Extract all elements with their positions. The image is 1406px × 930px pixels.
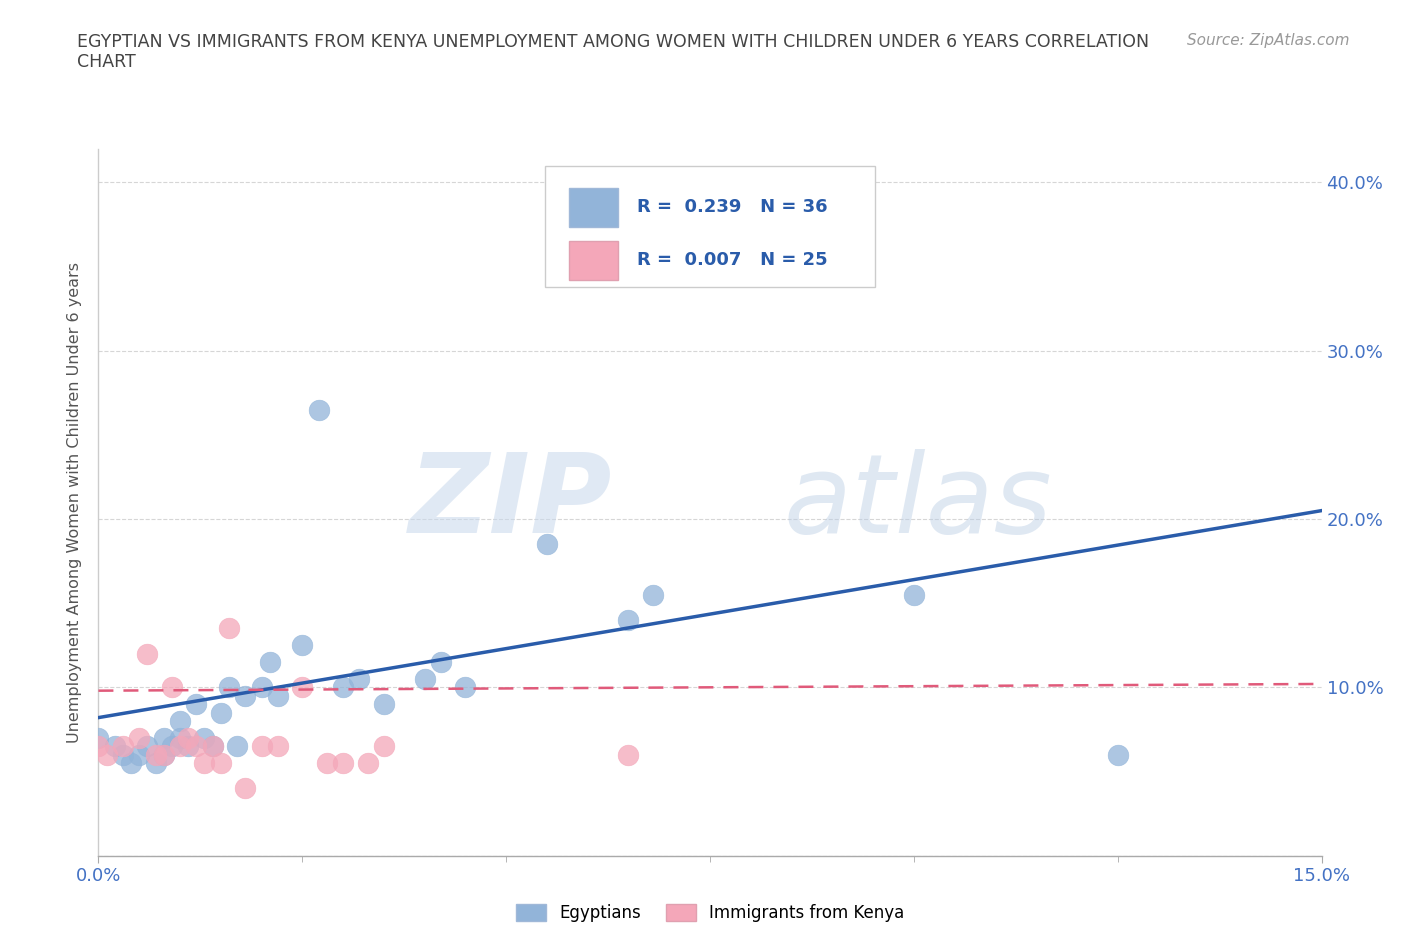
Point (218, 680, 240, 695)
Point (209, 755, 232, 770)
Point (356, 755, 378, 770)
Legend: Egyptians, Immigrants from Kenya: Egyptians, Immigrants from Kenya (509, 897, 911, 928)
Point (209, 705, 232, 720)
Point (120, 755, 142, 770)
Text: ZIP: ZIP (409, 448, 612, 556)
Point (111, 738, 134, 753)
Point (332, 680, 354, 695)
Point (454, 680, 477, 695)
Point (87, 730, 110, 745)
Bar (569, 188, 619, 227)
Point (699, 200, 721, 215)
Point (641, 588, 664, 603)
Point (160, 680, 183, 695)
Point (617, 613, 640, 628)
Point (186, 738, 208, 753)
Point (193, 730, 215, 745)
Point (291, 638, 314, 653)
Point (152, 747, 174, 762)
Point (152, 730, 174, 745)
Point (349, 671, 371, 686)
Point (87, 738, 110, 753)
Point (136, 646, 159, 661)
Point (233, 781, 256, 796)
Point (903, 588, 925, 603)
Point (259, 655, 281, 670)
Point (430, 655, 453, 670)
Point (315, 755, 337, 770)
Point (226, 738, 249, 753)
Point (169, 730, 191, 745)
Point (128, 730, 150, 745)
Point (104, 738, 127, 753)
Point (308, 402, 330, 417)
Y-axis label: Unemployment Among Women with Children Under 6 years: Unemployment Among Women with Children U… (67, 261, 83, 743)
FancyBboxPatch shape (546, 166, 875, 286)
Point (177, 738, 200, 753)
Point (1107, 747, 1129, 762)
Point (267, 738, 290, 753)
Point (160, 738, 183, 753)
Point (201, 738, 224, 753)
Point (136, 738, 159, 753)
Point (218, 621, 240, 636)
Point (617, 747, 640, 762)
Text: Source: ZipAtlas.com: Source: ZipAtlas.com (1187, 33, 1350, 47)
Bar (569, 241, 619, 280)
Point (177, 730, 200, 745)
Text: R =  0.007   N = 25: R = 0.007 N = 25 (637, 251, 827, 269)
Point (332, 755, 354, 770)
Point (96, 747, 118, 762)
Point (373, 697, 395, 711)
Point (193, 755, 215, 770)
Point (291, 680, 314, 695)
Point (373, 738, 395, 753)
Point (201, 738, 224, 753)
Point (169, 713, 191, 728)
Point (145, 747, 167, 762)
Text: R =  0.239   N = 36: R = 0.239 N = 36 (637, 198, 827, 216)
Point (250, 680, 273, 695)
Point (267, 688, 290, 703)
Point (169, 738, 191, 753)
Text: atlas: atlas (783, 448, 1052, 556)
Point (145, 755, 167, 770)
Text: EGYPTIAN VS IMMIGRANTS FROM KENYA UNEMPLOYMENT AMONG WOMEN WITH CHILDREN UNDER 6: EGYPTIAN VS IMMIGRANTS FROM KENYA UNEMPL… (77, 33, 1150, 72)
Point (233, 688, 256, 703)
Point (250, 738, 273, 753)
Point (111, 747, 134, 762)
Point (152, 747, 174, 762)
Point (186, 697, 208, 711)
Point (128, 747, 150, 762)
Point (413, 671, 436, 686)
Point (536, 537, 558, 551)
